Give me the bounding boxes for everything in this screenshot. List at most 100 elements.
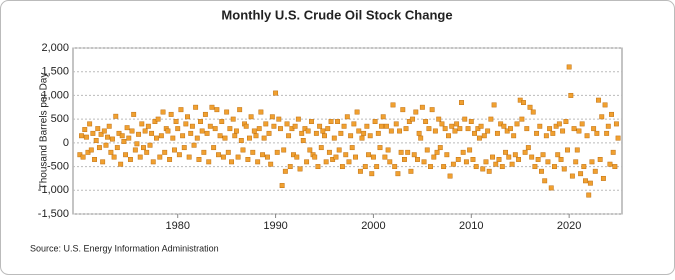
point	[264, 154, 270, 160]
point	[410, 116, 416, 122]
point	[276, 116, 282, 122]
point	[361, 130, 367, 136]
point	[274, 149, 280, 155]
point	[486, 168, 492, 174]
point	[96, 145, 102, 151]
point	[307, 147, 313, 153]
point	[576, 128, 582, 134]
point	[127, 157, 133, 162]
point	[370, 154, 376, 160]
point	[325, 126, 331, 132]
point	[354, 109, 360, 115]
point	[100, 159, 106, 165]
point	[185, 114, 190, 120]
point	[313, 130, 319, 136]
point	[322, 133, 327, 139]
point	[237, 107, 243, 113]
point	[323, 159, 329, 165]
point	[260, 152, 266, 158]
point	[333, 154, 339, 160]
point	[496, 157, 502, 162]
point	[421, 159, 427, 165]
point	[400, 107, 406, 113]
source-note: Source: U.S. Energy Information Administ…	[30, 243, 219, 253]
point	[613, 121, 619, 127]
point	[245, 157, 251, 162]
point	[180, 133, 186, 139]
point	[211, 145, 217, 151]
point	[349, 145, 355, 151]
point	[604, 130, 610, 136]
point	[432, 128, 438, 134]
point	[460, 149, 466, 155]
point	[362, 164, 368, 170]
point	[388, 128, 394, 134]
point	[584, 133, 590, 139]
point	[600, 175, 606, 181]
point	[535, 157, 541, 162]
point	[452, 128, 458, 134]
point	[447, 173, 453, 179]
point	[481, 133, 487, 139]
point	[134, 141, 140, 147]
point	[566, 64, 572, 70]
point	[377, 145, 383, 151]
point	[304, 159, 310, 165]
point	[232, 133, 238, 139]
point	[79, 133, 84, 139]
point	[499, 164, 505, 170]
point	[145, 123, 151, 129]
point	[390, 102, 396, 108]
point	[109, 136, 115, 142]
point	[596, 97, 601, 103]
point	[235, 154, 241, 160]
point	[207, 123, 213, 129]
point	[483, 159, 489, 165]
point	[212, 126, 218, 132]
x-tick-label: 1980	[165, 220, 189, 232]
point	[87, 121, 93, 127]
point	[397, 128, 403, 134]
point	[181, 145, 187, 151]
point	[136, 131, 142, 137]
point	[320, 128, 326, 134]
point	[594, 130, 600, 136]
point	[294, 154, 300, 160]
point	[503, 149, 508, 155]
point	[157, 154, 163, 160]
point	[230, 116, 236, 122]
point	[442, 126, 448, 132]
point	[364, 123, 370, 129]
point	[250, 149, 256, 155]
point	[273, 90, 279, 96]
point	[521, 100, 526, 105]
chart-title: Monthly U.S. Crude Oil Stock Change	[221, 7, 452, 22]
point	[220, 154, 226, 160]
point	[141, 145, 146, 151]
point	[188, 130, 194, 136]
point	[454, 121, 460, 127]
point	[418, 135, 424, 141]
point	[129, 128, 135, 134]
y-tick-label: -1,500	[38, 208, 69, 220]
point	[444, 152, 450, 158]
point	[512, 152, 518, 158]
point	[246, 135, 252, 141]
point	[144, 149, 150, 155]
point	[279, 183, 285, 188]
point	[154, 135, 159, 141]
point	[295, 116, 301, 122]
point	[95, 126, 101, 132]
point	[83, 134, 89, 140]
point	[507, 126, 513, 132]
point	[372, 119, 378, 124]
point	[114, 145, 120, 151]
point	[380, 114, 386, 120]
point	[450, 161, 456, 167]
point	[126, 135, 132, 141]
point	[411, 152, 417, 158]
point	[552, 164, 557, 170]
point	[155, 116, 161, 122]
point	[468, 119, 474, 124]
